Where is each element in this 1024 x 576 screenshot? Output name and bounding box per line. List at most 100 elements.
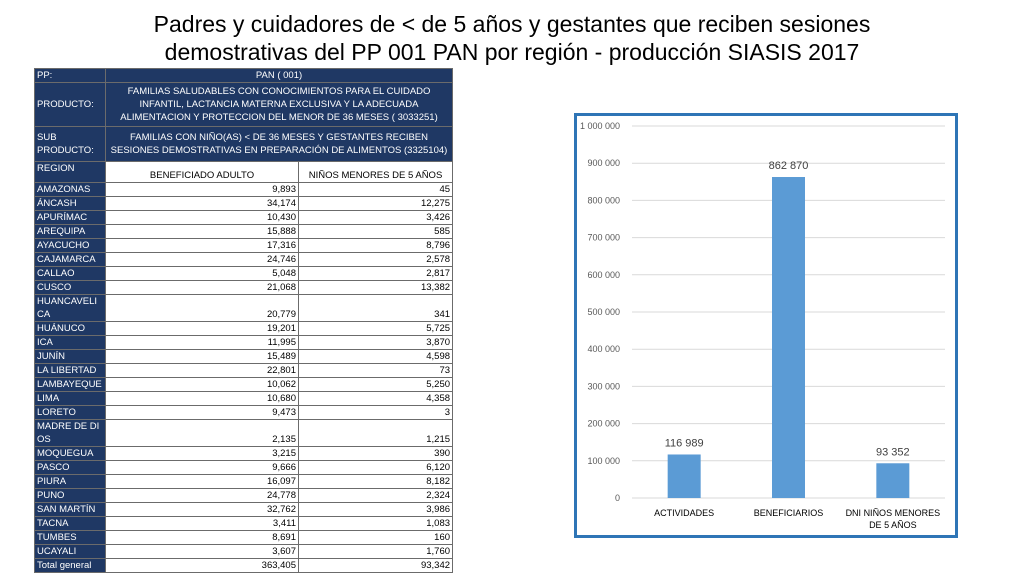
region-cell: HUÁNUCO: [34, 321, 106, 336]
table-row: AYACUCHO 17,316 8,796: [34, 238, 454, 253]
table-row: CALLAO 5,048 2,817: [34, 266, 454, 281]
table-row: LORETO 9,473 3: [34, 405, 454, 420]
adulto-cell: 32,762: [105, 502, 299, 517]
region-cell: PUNO: [34, 488, 106, 503]
ninos-cell: 1,083: [297, 516, 454, 531]
pp-row: PP: PAN ( 001): [34, 68, 454, 83]
table-row: ICA 11,995 3,870: [34, 335, 454, 350]
x-tick-label: ACTIVIDADES: [654, 508, 714, 518]
chart-frame: 0 100 000 200 000 300 000 400 000 500 000 600 …: [574, 113, 958, 538]
adulto-cell: 10,430: [105, 210, 299, 225]
producto-row: PRODUCTO: FAMILIAS SALUDABLES CON CONOCI…: [34, 82, 454, 127]
y-tick-label: 200 000: [587, 419, 620, 429]
adulto-cell: 16,097: [105, 474, 299, 489]
adulto-cell: 24,778: [105, 488, 299, 503]
region-cell: LORETO: [34, 405, 106, 420]
region-cell: MOQUEGUA: [34, 446, 106, 461]
table-row: UCAYALI 3,607 1,760: [34, 544, 454, 559]
data-label: 93 352: [876, 446, 910, 458]
data-label: 862 870: [769, 160, 809, 172]
adulto-cell: 15,888: [105, 224, 299, 239]
y-tick-label: 800 000: [587, 195, 620, 205]
y-tick-label: 500 000: [587, 307, 620, 317]
ninos-cell: 12,275: [297, 196, 454, 211]
y-tick-label: 300 000: [587, 381, 620, 391]
table-row: CUSCO 21,068 13,382: [34, 280, 454, 295]
table-row: APURÍMAC 10,430 3,426: [34, 210, 454, 225]
y-tick-label: 900 000: [587, 158, 620, 168]
ninos-cell: 2,324: [297, 488, 454, 503]
table-row: PUNO 24,778 2,324: [34, 488, 454, 503]
region-table: PP: PAN ( 001) PRODUCTO: FAMILIAS SALUDA…: [34, 68, 454, 573]
adulto-cell: 2,135: [105, 419, 299, 447]
adulto-cell: 11,995: [105, 335, 299, 350]
ninos-cell: 6,120: [297, 460, 454, 475]
y-tick-label: 600 000: [587, 270, 620, 280]
adulto-cell: 3,215: [105, 446, 299, 461]
bar: [667, 454, 701, 498]
ninos-cell: 1,215: [297, 419, 454, 447]
ninos-cell: 390: [297, 446, 454, 461]
table-row: MADRE DE DIOS 2,135 1,215: [34, 419, 454, 447]
region-cell: TACNA: [34, 516, 106, 531]
title-line-1: Padres y cuidadores de < de 5 años y ges…: [153, 11, 871, 37]
adulto-cell: 3,411: [105, 516, 299, 531]
region-header: REGION: [34, 161, 106, 183]
adulto-cell: 34,174: [105, 196, 299, 211]
region-cell: AREQUIPA: [34, 224, 106, 239]
region-cell: APURÍMAC: [34, 210, 106, 225]
producto-value: FAMILIAS SALUDABLES CON CONOCIMIENTOS PA…: [104, 82, 454, 127]
ninos-cell: 45: [297, 182, 454, 197]
adulto-cell: 20,779: [105, 294, 299, 322]
region-cell: CAJAMARCA: [34, 252, 106, 267]
ninos-cell: 93,342: [297, 558, 454, 573]
ninos-cell: 3,986: [297, 502, 454, 517]
table-row: MOQUEGUA 3,215 390: [34, 446, 454, 461]
ninos-cell: 4,358: [297, 391, 454, 406]
title-line-2: demostrativas del PP 001 PAN por región …: [164, 39, 860, 65]
adulto-cell: 24,746: [105, 252, 299, 267]
table-row: HUÁNUCO 19,201 5,725: [34, 321, 454, 336]
adulto-cell: 3,607: [105, 544, 299, 559]
region-cell: Total general: [34, 558, 106, 573]
table-row: PASCO 9,666 6,120: [34, 460, 454, 475]
subproducto-row: SUB PRODUCTO: FAMILIAS CON NIÑO(AS) < DE…: [34, 126, 454, 162]
subproducto-label: SUB PRODUCTO:: [34, 126, 106, 162]
region-cell: LAMBAYEQUE: [34, 377, 106, 392]
table-row: AREQUIPA 15,888 585: [34, 224, 454, 239]
adulto-cell: 10,680: [105, 391, 299, 406]
bar-chart: 0 100 000 200 000 300 000 400 000 500 000 600 …: [580, 121, 945, 530]
ninos-header: NIÑOS MENORES DE 5 AÑOS: [297, 161, 454, 183]
y-tick-label: 0: [615, 493, 620, 503]
ninos-cell: 3,870: [297, 335, 454, 350]
ninos-cell: 4,598: [297, 349, 454, 364]
y-tick-label: 100 000: [587, 456, 620, 466]
adulto-cell: 5,048: [105, 266, 299, 281]
adulto-cell: 15,489: [105, 349, 299, 364]
ninos-cell: 585: [297, 224, 454, 239]
table-row: Total general 363,405 93,342: [34, 558, 454, 573]
region-cell: ICA: [34, 335, 106, 350]
ninos-cell: 5,725: [297, 321, 454, 336]
table-row: AMAZONAS 9,893 45: [34, 182, 454, 197]
ninos-cell: 1,760: [297, 544, 454, 559]
column-header-row: REGION BENEFICIADO ADULTO NIÑOS MENORES …: [34, 161, 454, 183]
region-cell: LA LIBERTAD: [34, 363, 106, 378]
table-row: LA LIBERTAD 22,801 73: [34, 363, 454, 378]
subproducto-value: FAMILIAS CON NIÑO(AS) < DE 36 MESES Y GE…: [104, 126, 454, 162]
ninos-cell: 3,426: [297, 210, 454, 225]
bar: [876, 463, 910, 498]
pp-value: PAN ( 001): [104, 68, 454, 83]
table-row: CAJAMARCA 24,746 2,578: [34, 252, 454, 267]
region-cell: PIURA: [34, 474, 106, 489]
region-cell: JUNÍN: [34, 349, 106, 364]
region-cell: LIMA: [34, 391, 106, 406]
table-row: JUNÍN 15,489 4,598: [34, 349, 454, 364]
table-row: LAMBAYEQUE 10,062 5,250: [34, 377, 454, 392]
adulto-cell: 9,666: [105, 460, 299, 475]
region-cell: CUSCO: [34, 280, 106, 295]
region-cell: SAN MARTÍN: [34, 502, 106, 517]
region-cell: PASCO: [34, 460, 106, 475]
region-cell: ÁNCASH: [34, 196, 106, 211]
adulto-cell: 9,473: [105, 405, 299, 420]
